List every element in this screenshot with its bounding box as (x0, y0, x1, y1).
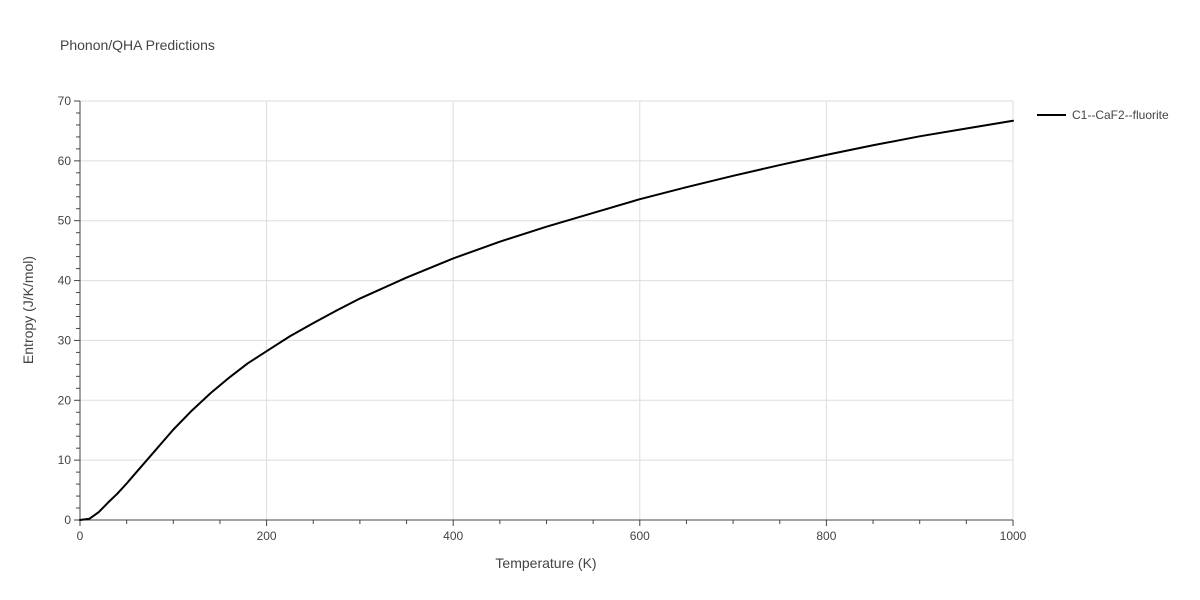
legend[interactable]: C1--CaF2--fluorite (1037, 108, 1169, 122)
y-tick-label: 50 (58, 214, 72, 228)
x-tick-label: 400 (443, 529, 463, 543)
x-axis-label: Temperature (K) (495, 555, 596, 571)
y-tick-labels: 0 10 20 30 40 50 60 70 (58, 94, 72, 527)
series-layer (79, 119, 1014, 521)
minor-ticks (74, 100, 1014, 526)
y-tick-label: 70 (58, 94, 72, 108)
y-axis-label: Entropy (J/K/mol) (20, 256, 36, 364)
y-tick-label: 30 (58, 333, 72, 347)
x-tick-label: 1000 (1000, 529, 1027, 543)
x-tick-label: 200 (257, 529, 277, 543)
y-tick-label: 40 (58, 274, 72, 288)
y-tick-label: 10 (58, 453, 72, 467)
legend-label: C1--CaF2--fluorite (1072, 108, 1169, 122)
y-tick-label: 0 (64, 513, 71, 527)
x-tick-labels: 0 200 400 600 800 1000 (77, 529, 1027, 543)
x-tick-label: 0 (77, 529, 84, 543)
x-tick-label: 600 (630, 529, 650, 543)
chart-title: Phonon/QHA Predictions (60, 37, 215, 53)
y-tick-label: 60 (58, 154, 72, 168)
gridlines (80, 100, 1014, 520)
x-tick-label: 800 (816, 529, 836, 543)
series-line (79, 119, 1014, 521)
y-tick-label: 20 (58, 393, 72, 407)
